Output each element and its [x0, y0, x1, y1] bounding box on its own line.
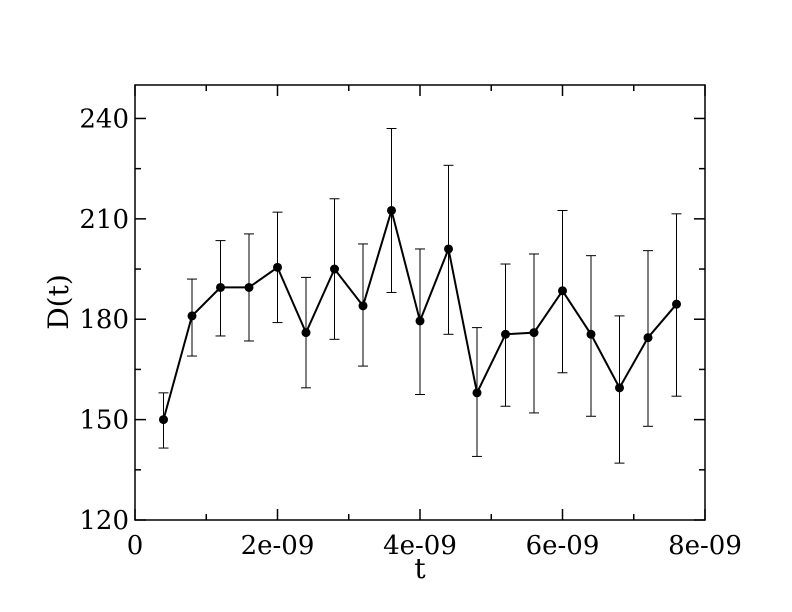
y-tick-label: 150: [79, 406, 129, 436]
data-point: [529, 328, 539, 338]
x-tick-label: 4e-09: [383, 531, 457, 561]
x-axis-title: t: [414, 552, 426, 585]
data-point: [187, 311, 197, 321]
data-point: [244, 282, 254, 292]
data-point: [444, 244, 453, 254]
x-tick-label: 6e-09: [526, 531, 600, 561]
x-tick-label: 8e-09: [668, 531, 742, 561]
data-point: [301, 328, 311, 338]
data-point: [415, 316, 425, 326]
y-tick-label: 120: [79, 506, 129, 536]
y-axis-title: D(t): [42, 274, 75, 330]
data-point: [672, 299, 681, 309]
data-point: [387, 205, 396, 215]
data-point: [358, 301, 368, 311]
data-point: [643, 333, 653, 343]
error-bars: [158, 128, 682, 464]
y-tick-label: 210: [79, 205, 129, 235]
data-point: [558, 286, 567, 296]
x-tick-label: 0: [127, 531, 144, 561]
data-point: [159, 415, 168, 425]
y-tick-label: 240: [79, 104, 129, 134]
data-point: [615, 383, 624, 393]
data-point: [216, 282, 225, 292]
axis-tick-labels: 0 2e-09 4e-09 6e-09 8e-09 120 150 180 210 240: [79, 104, 742, 561]
x-tick-label: 2e-09: [241, 531, 315, 561]
y-tick-label: 180: [79, 305, 129, 335]
data-point: [586, 329, 596, 339]
axis-ticks: [134, 85, 706, 521]
data-point: [330, 264, 339, 274]
data-point: [273, 262, 282, 272]
data-point: [501, 329, 510, 339]
data-point: [472, 388, 482, 398]
data-markers: [159, 205, 681, 425]
